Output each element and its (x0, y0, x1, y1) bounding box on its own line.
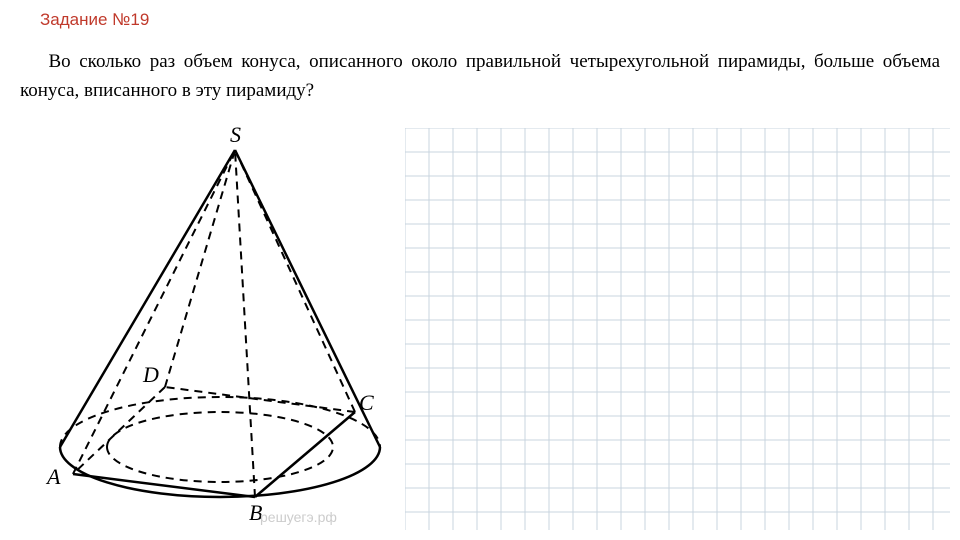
label-D: D (142, 362, 159, 387)
answer-grid (405, 128, 950, 530)
geometry-diagram: S A B C D (25, 122, 405, 522)
label-A: A (45, 464, 61, 489)
problem-text: Во сколько раз объем конуса, описанного … (20, 48, 940, 105)
task-title: Задание №19 (40, 10, 149, 30)
label-S: S (230, 122, 241, 147)
label-C: C (359, 390, 374, 415)
watermark: решуегэ.рф (260, 509, 337, 525)
